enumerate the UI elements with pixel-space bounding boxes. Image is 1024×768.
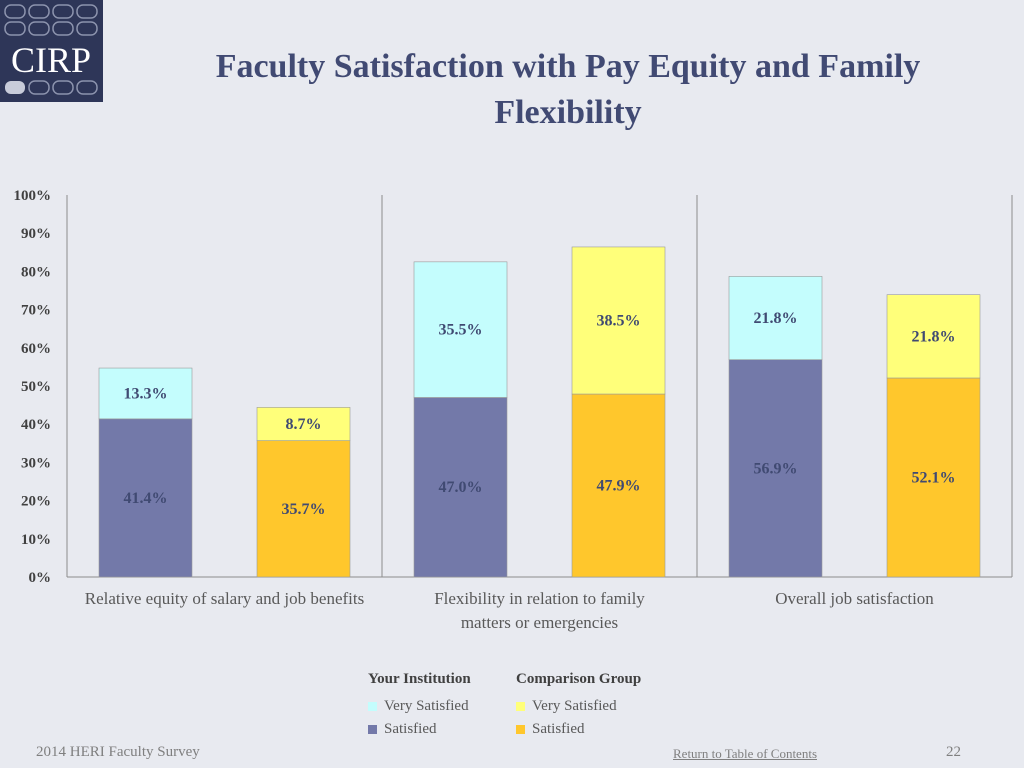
data-label-comparison-satisfied: 35.7% [282,501,326,518]
legend-swatch-comp-satisfied [516,725,525,734]
y-tick-label: 20% [21,494,51,510]
bar-comparison-very-satisfied [256,407,351,441]
bar-comparison-satisfied [256,440,351,578]
x-category-label: Relative equity of salary and job benefi… [85,589,364,608]
y-tick-label: 80% [21,264,51,280]
data-label-comparison-very-satisfied: 38.5% [597,312,641,329]
y-tick-label: 90% [21,226,51,242]
legend-institution-header: Your Institution [368,671,471,687]
footer-survey-name: 2014 HERI Faculty Survey [36,744,200,760]
bar-institution-very-satisfied [98,367,193,420]
page-title: Faculty Satisfaction with Pay Equity and… [215,48,921,131]
legend-comparison: Comparison Group Very Satisfied Satisfie… [516,671,641,741]
y-tick-label: 40% [21,417,51,433]
data-label-institution-very-satisfied: 13.3% [124,385,168,402]
legend-label-comp-very: Very Satisfied [532,698,617,714]
chart-bars [98,246,981,578]
logo-text: CIRP [11,40,91,80]
stacked-bar-chart: 0% 10% 20% 30% 40% 50% 60% 70% 80% 90% 100% Relativ… [14,188,1013,632]
y-tick-label: 70% [21,303,51,319]
data-label-comparison-very-satisfied: 21.8% [912,328,956,345]
data-label-institution-very-satisfied: 35.5% [439,322,483,339]
bar-institution-very-satisfied [728,276,823,360]
y-tick-label: 0% [29,570,52,586]
bar-comparison-very-satisfied [886,294,981,379]
data-label-comparison-satisfied: 52.1% [912,469,956,486]
bar-institution-satisfied [98,418,193,578]
y-tick-label: 30% [21,455,51,471]
data-label-institution-very-satisfied: 21.8% [754,310,798,327]
legend-swatch-comp-very [516,702,525,711]
bar-institution-satisfied [413,397,508,578]
legend-item-inst-satisfied: Satisfied [368,718,471,741]
y-tick-label: 10% [21,532,51,548]
y-tick-label: 50% [21,379,51,395]
data-label-institution-satisfied: 56.9% [754,460,798,477]
bar-institution-satisfied [728,359,823,578]
x-category-label: matters or emergencies [461,613,618,632]
return-to-toc-link[interactable]: Return to Table of Contents [673,746,817,761]
cirp-logo: CIRP [0,0,103,102]
data-label-comparison-satisfied: 47.9% [597,478,641,495]
bar-comparison-satisfied [886,377,981,578]
data-label-institution-satisfied: 47.0% [439,479,483,496]
legend-item-inst-very: Very Satisfied [368,695,471,718]
legend-label-inst-very: Very Satisfied [384,698,469,714]
legend-item-comp-satisfied: Satisfied [516,718,641,741]
page-number: 22 [946,744,961,760]
legend-swatch-inst-very [368,702,377,711]
data-label-comparison-very-satisfied: 8.7% [286,416,322,433]
y-tick-label: 60% [21,341,51,357]
x-category-label: Overall job satisfaction [775,589,934,608]
y-tick-label: 100% [14,188,52,204]
legend-comparison-header: Comparison Group [516,671,642,687]
data-label-institution-satisfied: 41.4% [124,490,168,507]
legend-institution: Your Institution Very Satisfied Satisfie… [368,671,471,741]
legend-swatch-inst-satisfied [368,725,377,734]
legend-label-comp-satisfied: Satisfied [532,721,585,737]
bar-comparison-satisfied [571,393,666,578]
chart-labels: 41.4% 13.3% 35.7% 8.7% 47.0% 35.5% 47.9% 38.5% 5… [124,310,956,518]
x-category-label: Flexibility in relation to family [434,589,645,608]
bar-comparison-very-satisfied [571,246,666,395]
bar-institution-very-satisfied [413,261,508,398]
chart-axes: 0% 10% 20% 30% 40% 50% 60% 70% 80% 90% 100% Relativ… [14,188,1013,632]
legend-label-inst-satisfied: Satisfied [384,721,437,737]
legend-item-comp-very: Very Satisfied [516,695,641,718]
